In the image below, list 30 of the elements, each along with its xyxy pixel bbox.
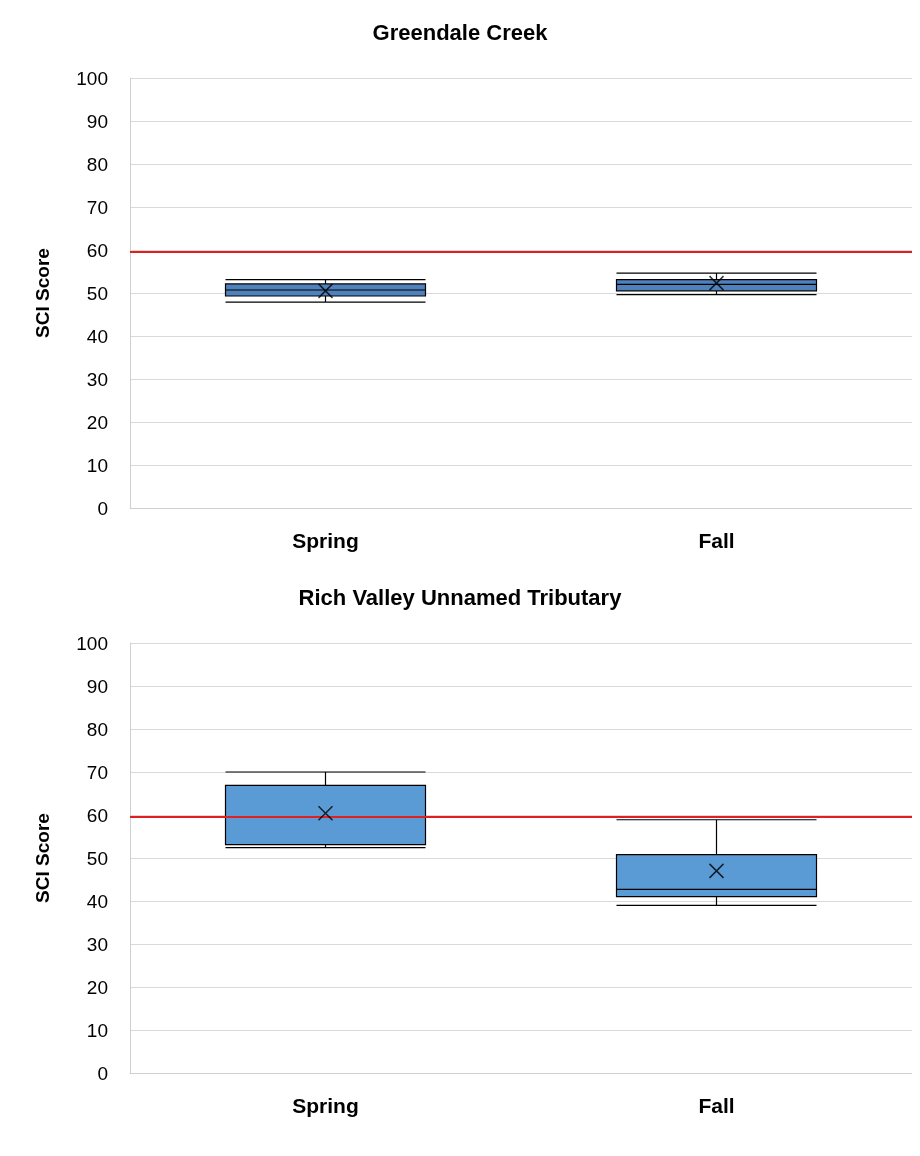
y-tick-label: 100 [76, 632, 108, 654]
x-tick-label: Spring [292, 529, 359, 552]
y-tick-label: 30 [86, 368, 108, 390]
y-tick-label: 90 [86, 110, 108, 132]
y-tick-label: 80 [86, 718, 108, 740]
y-tick-label: 20 [86, 976, 108, 998]
y-tick-label: 50 [86, 847, 108, 869]
y-tick-label: 60 [86, 804, 108, 826]
y-tick-label: 0 [97, 497, 108, 519]
x-tick-label: Fall [698, 529, 735, 552]
y-tick-label: 60 [86, 239, 108, 261]
y-tick-label: 70 [86, 761, 108, 783]
y-tick-label: 10 [86, 1019, 108, 1041]
y-axis-title: SCI Score [32, 813, 53, 903]
chart-title: Greendale Creek [372, 19, 549, 45]
y-tick-label: 80 [86, 153, 108, 175]
y-tick-label: 0 [97, 1062, 108, 1084]
y-tick-label: 20 [86, 411, 108, 433]
chart-title: Rich Valley Unnamed Tributary [298, 584, 623, 610]
y-tick-label: 50 [86, 282, 108, 304]
x-tick-label: Spring [292, 1094, 359, 1117]
y-tick-label: 100 [76, 67, 108, 89]
x-tick-label: Fall [698, 1094, 735, 1117]
y-axis-title: SCI Score [32, 248, 53, 338]
y-tick-label: 90 [86, 675, 108, 697]
y-tick-label: 70 [86, 196, 108, 218]
y-tick-label: 30 [86, 933, 108, 955]
y-tick-label: 40 [86, 325, 108, 347]
y-tick-label: 40 [86, 890, 108, 912]
y-tick-label: 10 [86, 454, 108, 476]
